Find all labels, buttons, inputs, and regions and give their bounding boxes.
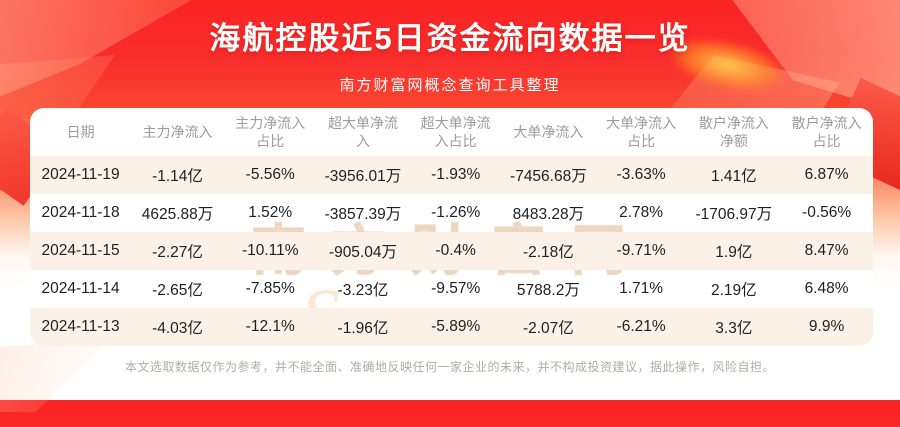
value-cell: 1.41亿 [710,168,757,185]
value-cell: 3.3亿 [715,320,753,337]
column-header: 日期 [66,123,95,140]
value-cell: -1.26% [431,204,481,221]
page-subtitle: 南方财富网概念查询工具整理 [339,77,561,94]
table-row: 2024-11-13 -4.03亿 -12.1% -1.96亿 -5.89% -2.07亿… [30,308,873,346]
value-cell: -905.04万 [328,244,397,261]
disclaimer-text: 本文选取数据仅作为参考，并不能全面、准确地反映任何一家企业的未来，并不构成投资建… [124,360,775,374]
value-cell: -9.57% [431,280,481,297]
value-cell: -2.65亿 [152,282,203,299]
table-row: 2024-11-19 -1.14亿 -5.56% -3956.01万 -1.93% -74… [30,156,873,194]
value-cell: -12.1% [245,318,295,335]
value-cell: -5.89% [431,318,481,335]
date-cell: 2024-11-19 [41,166,120,183]
value-cell: 1.71% [619,280,664,297]
value-cell: 1.52% [248,204,293,221]
value-cell: 6.48% [804,280,849,297]
value-cell: 1.9亿 [715,244,753,261]
column-header: 散户净流入占比 [791,114,862,149]
value-cell: 9.9% [808,318,845,335]
page-title: 海航控股近5日资金流向数据一览 [209,21,691,56]
value-cell: -1.14亿 [152,168,203,185]
value-cell: -3.23亿 [337,282,389,299]
value-cell: 2.78% [619,204,664,221]
value-cell: -4.03亿 [152,320,203,337]
column-header: 散户净流入净额 [698,114,769,149]
value-cell: -0.56% [802,204,852,221]
column-header: 主力净流入 [142,123,213,140]
value-cell: -0.4% [435,242,476,259]
value-cell: -6.21% [616,318,666,335]
value-cell: -10.11% [241,242,299,259]
value-cell: -1.96亿 [337,320,389,337]
value-cell: -7456.68万 [510,168,587,185]
value-cell: -3.63% [616,166,666,183]
value-cell: -5.56% [245,166,295,183]
value-cell: -1.93% [431,166,481,183]
value-cell: -2.18亿 [522,244,574,261]
table-row: 2024-11-18 4625.88万 1.52% -3857.39万 -1.26% 84… [30,194,873,232]
table-row: 2024-11-15 -2.27亿 -10.11% -905.04万 -0.4% -2.1… [30,232,873,270]
date-cell: 2024-11-13 [41,318,120,335]
table-row: 2024-11-14 -2.65亿 -7.85% -3.23亿 -9.57% 5788.2… [30,270,873,308]
data-table-card: 南方财富网 Southmoney.com 日期 主力净流入 主力净流入占比 超大单净流… [30,108,873,346]
date-cell: 2024-11-14 [41,280,120,297]
value-cell: 8483.28万 [512,206,585,223]
fund-flow-table: 日期 主力净流入 主力净流入占比 超大单净流入 超大单净流入占比 大单净流入 大单净流入占比… [30,108,873,346]
value-cell: -3956.01万 [324,168,402,185]
value-cell: -2.27亿 [152,244,203,261]
table-head: 日期 主力净流入 主力净流入占比 超大单净流入 超大单净流入占比 大单净流入 大单净流入占比… [30,108,873,156]
flow-table-body: 2024-11-19 -1.14亿 -5.56% -3956.01万 -1.93% -74… [30,156,873,346]
flow-table-header-row: 日期 主力净流入 主力净流入占比 超大单净流入 超大单净流入占比 大单净流入 大单净流入占比… [30,108,873,156]
infographic-page: { "banner": { "title": "海航控股近5日资金流向数据一览"… [0,0,900,400]
value-cell: 8.47% [804,242,849,259]
value-cell: -2.07亿 [522,320,574,337]
value-cell: 2.19亿 [710,282,757,299]
date-cell: 2024-11-15 [41,242,120,259]
value-cell: -7.85% [245,280,295,297]
value-cell: 4625.88万 [141,206,214,223]
column-header: 大单净流入 [513,123,584,140]
value-cell: 6.87% [804,166,849,183]
column-header: 超大单净流入 [327,114,398,149]
banner: 海航控股近5日资金流向数据一览 南方财富网概念查询工具整理 [0,0,900,95]
column-header: 主力净流入占比 [235,114,306,149]
value-cell: -9.71% [616,242,666,259]
value-cell: -3857.39万 [324,206,402,223]
value-cell: 5788.2万 [516,282,580,299]
column-header: 超大单净流入占比 [420,114,491,149]
date-cell: 2024-11-18 [41,204,120,221]
value-cell: -1706.97万 [695,206,773,223]
column-header: 大单净流入占比 [606,114,677,149]
